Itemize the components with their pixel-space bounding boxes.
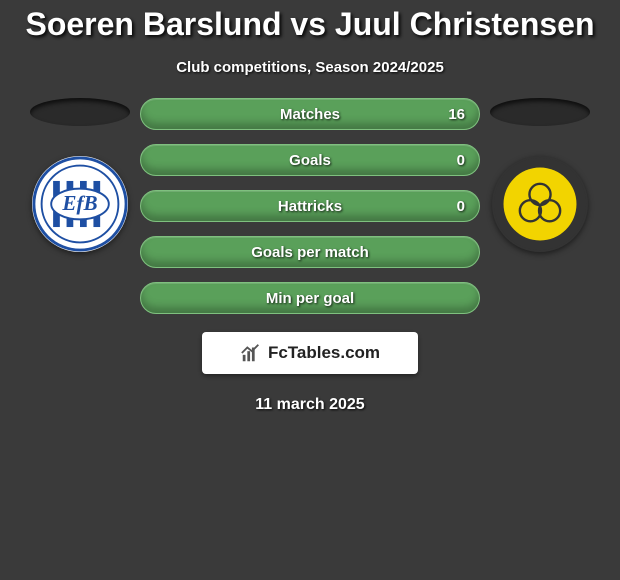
page-title: Soeren Barslund vs Juul Christensen: [25, 6, 594, 43]
stat-row-matches: Matches 16: [140, 98, 480, 130]
chart-icon: [240, 342, 262, 364]
site-badge[interactable]: FcTables.com: [202, 332, 418, 374]
right-player-oval: [490, 98, 590, 126]
right-player-col: AC HORSENS: [480, 98, 600, 252]
right-club-icon: AC HORSENS: [492, 156, 588, 252]
right-club-badge: AC HORSENS: [492, 156, 588, 252]
stat-label: Matches: [280, 106, 340, 123]
stat-value: 0: [457, 198, 465, 215]
stat-value: 0: [457, 152, 465, 169]
date: 11 march 2025: [255, 396, 364, 414]
stat-row-hattricks: Hattricks 0: [140, 190, 480, 222]
svg-text:EfB: EfB: [61, 191, 97, 215]
subtitle: Club competitions, Season 2024/2025: [176, 59, 444, 76]
left-player-col: EfB: [20, 98, 140, 252]
stat-label: Hattricks: [278, 198, 342, 215]
stat-row-goals: Goals 0: [140, 144, 480, 176]
site-badge-text: FcTables.com: [268, 343, 380, 363]
stat-value: 16: [448, 106, 465, 123]
stat-row-goals-per-match: Goals per match: [140, 236, 480, 268]
left-club-icon: EfB: [32, 156, 128, 252]
stat-label: Goals per match: [251, 244, 369, 261]
left-player-oval: [30, 98, 130, 126]
stats-column: Matches 16 Goals 0 Hattricks 0 Goals per…: [140, 98, 480, 314]
main-row: EfB Matches 16 Goals 0 Hattricks 0 Goals…: [0, 98, 620, 314]
left-club-badge: EfB: [32, 156, 128, 252]
stat-label: Min per goal: [266, 290, 354, 307]
comparison-card: Soeren Barslund vs Juul Christensen Club…: [0, 0, 620, 414]
stat-label: Goals: [289, 152, 331, 169]
stat-row-min-per-goal: Min per goal: [140, 282, 480, 314]
